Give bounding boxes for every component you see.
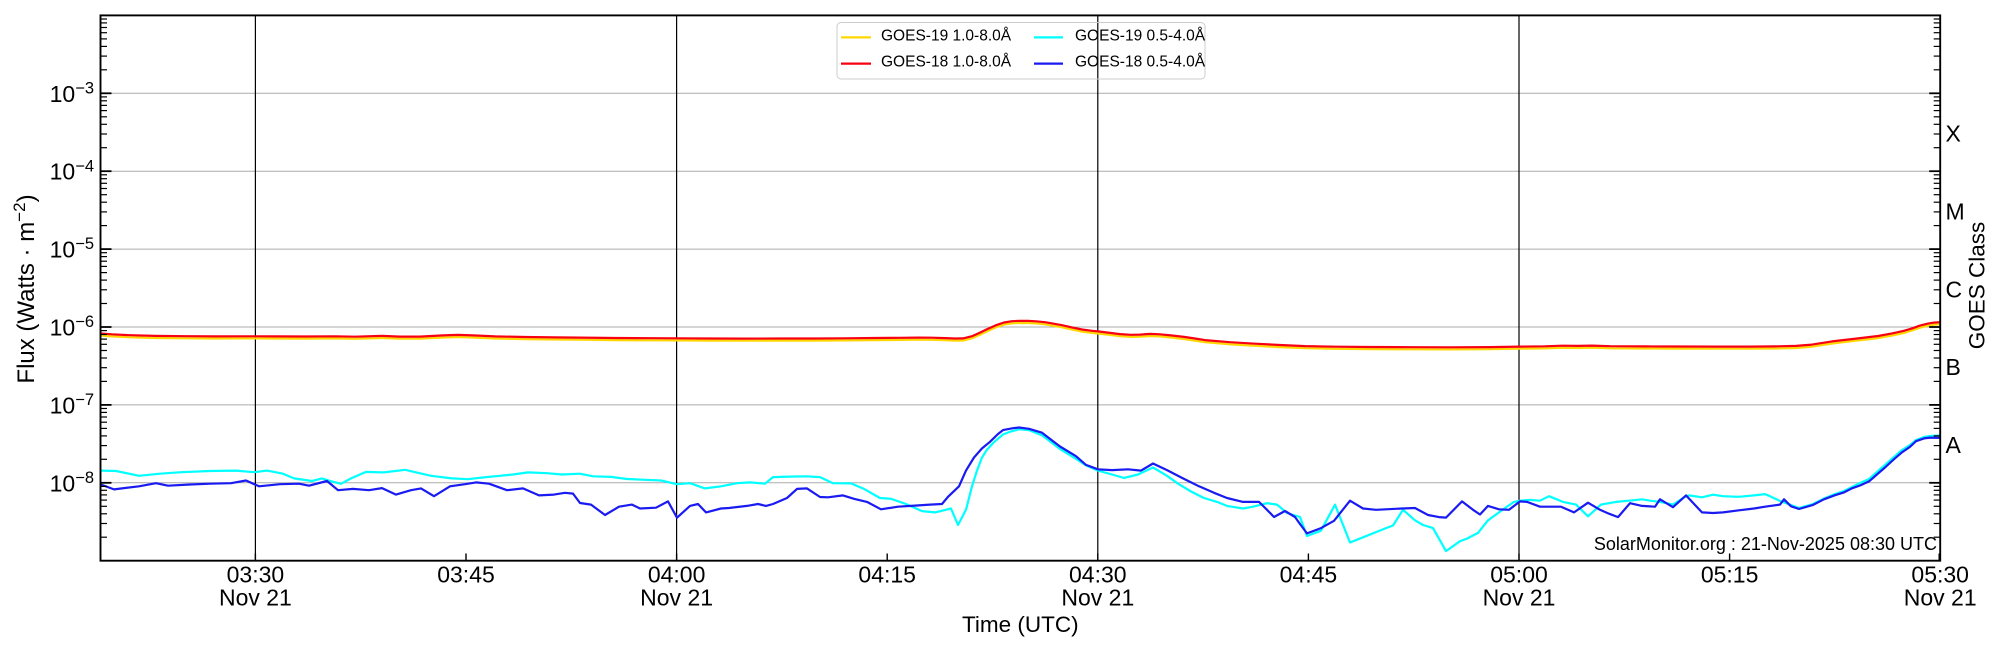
svg-text:04:45: 04:45 bbox=[1280, 562, 1338, 588]
svg-text:GOES-19 0.5-4.0Å: GOES-19 0.5-4.0Å bbox=[1075, 27, 1206, 44]
svg-text:Nov 21: Nov 21 bbox=[1904, 585, 1977, 611]
svg-text:Nov 21: Nov 21 bbox=[640, 585, 713, 611]
svg-text:Nov 21: Nov 21 bbox=[1061, 585, 1134, 611]
svg-text:05:00: 05:00 bbox=[1490, 562, 1548, 588]
svg-text:04:00: 04:00 bbox=[648, 562, 706, 588]
svg-text:10−3: 10−3 bbox=[50, 79, 94, 106]
svg-text:Time (UTC): Time (UTC) bbox=[962, 612, 1079, 637]
svg-text:X: X bbox=[1946, 121, 1961, 147]
svg-text:M: M bbox=[1946, 198, 1965, 224]
svg-text:GOES-18 0.5-4.0Å: GOES-18 0.5-4.0Å bbox=[1075, 53, 1206, 70]
svg-text:B: B bbox=[1946, 354, 1961, 380]
svg-text:05:30: 05:30 bbox=[1911, 562, 1969, 588]
svg-text:GOES-18 1.0-8.0Å: GOES-18 1.0-8.0Å bbox=[881, 53, 1012, 70]
svg-text:04:15: 04:15 bbox=[858, 562, 916, 588]
svg-text:10−4: 10−4 bbox=[50, 157, 94, 184]
svg-text:05:15: 05:15 bbox=[1701, 562, 1759, 588]
svg-text:03:30: 03:30 bbox=[227, 562, 285, 588]
svg-text:GOES Class: GOES Class bbox=[1965, 222, 1990, 350]
svg-text:Nov 21: Nov 21 bbox=[219, 585, 292, 611]
svg-text:GOES-19 1.0-8.0Å: GOES-19 1.0-8.0Å bbox=[881, 27, 1012, 44]
svg-text:03:45: 03:45 bbox=[437, 562, 495, 588]
svg-text:Nov 21: Nov 21 bbox=[1483, 585, 1556, 611]
svg-text:C: C bbox=[1946, 276, 1963, 302]
svg-text:04:30: 04:30 bbox=[1069, 562, 1127, 588]
svg-text:SolarMonitor.org : 21-Nov-2025: SolarMonitor.org : 21-Nov-2025 08:30 UTC bbox=[1594, 534, 1937, 554]
svg-text:Flux (Watts · m−2): Flux (Watts · m−2) bbox=[10, 194, 40, 383]
svg-text:10−6: 10−6 bbox=[50, 313, 94, 340]
svg-text:A: A bbox=[1946, 432, 1962, 458]
